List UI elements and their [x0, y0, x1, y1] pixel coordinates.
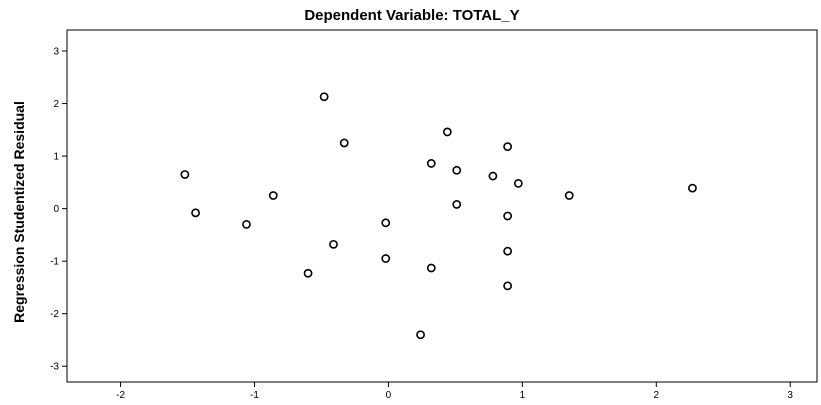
scatter-point [503, 211, 513, 221]
scatter-point [503, 246, 513, 256]
scatter-point [426, 263, 436, 273]
y-axis-label: Regression Studentized Residual [11, 101, 27, 323]
scatter-point [180, 170, 190, 179]
y-tick-label: -1 [50, 257, 59, 268]
chart-title: Dependent Variable: TOTAL_Y [304, 7, 519, 24]
plot-area-frame [66, 29, 818, 383]
y-tick-label: 1 [53, 152, 59, 163]
x-tick-label: 1 [520, 390, 526, 401]
y-tick-label: -3 [50, 362, 59, 373]
x-tick-label: 0 [386, 390, 392, 401]
scatter-point [426, 159, 436, 168]
scatter-point [329, 239, 338, 249]
scatter-point [303, 268, 313, 278]
data-points [180, 92, 697, 340]
x-tick-label: 2 [654, 390, 660, 401]
y-tick-label: 0 [53, 204, 59, 215]
scatter-point [242, 219, 251, 229]
scatter-point [488, 171, 498, 181]
scatter-point [513, 179, 523, 188]
x-tick-label: -1 [250, 390, 259, 401]
scatter-point [416, 330, 425, 340]
scatter-point [381, 218, 391, 228]
x-tick-label: -2 [116, 390, 125, 401]
y-tick-label: 2 [53, 99, 59, 110]
scatter-point [268, 191, 278, 200]
x-tick-label: 3 [787, 390, 793, 401]
scatter-point [452, 200, 462, 209]
scatter-point [442, 127, 452, 137]
y-tick-label: -2 [50, 309, 59, 320]
axes: 3 2 1 0 -1 -2 -3 -2 -1 0 1 2 3 [50, 47, 793, 401]
scatter-point [339, 138, 349, 148]
scatter-point [503, 281, 513, 291]
scatter-point [503, 142, 513, 152]
scatter-point [564, 191, 574, 200]
scatter-point [381, 254, 391, 263]
y-tick-label: 3 [53, 47, 59, 58]
scatter-point [191, 208, 200, 218]
scatter-point [688, 183, 697, 193]
scatter-point [319, 92, 329, 102]
scatter-point [452, 165, 462, 175]
